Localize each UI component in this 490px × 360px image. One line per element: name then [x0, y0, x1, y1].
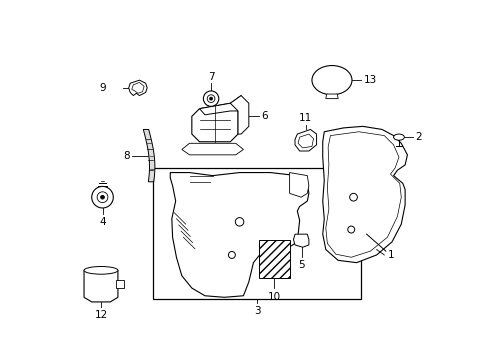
Text: 10: 10: [268, 292, 281, 302]
Bar: [117, 280, 124, 288]
Text: 7: 7: [208, 72, 215, 82]
Text: 2: 2: [415, 132, 422, 142]
Polygon shape: [326, 94, 338, 99]
Text: 9: 9: [100, 83, 106, 93]
Bar: [259, 239, 290, 278]
Circle shape: [210, 97, 213, 100]
Circle shape: [207, 95, 215, 103]
Polygon shape: [129, 80, 147, 95]
Circle shape: [350, 193, 357, 201]
Polygon shape: [84, 270, 118, 302]
Polygon shape: [298, 134, 314, 148]
Text: 6: 6: [261, 111, 268, 121]
Polygon shape: [326, 132, 401, 257]
Polygon shape: [295, 130, 317, 151]
Polygon shape: [143, 130, 155, 182]
Circle shape: [100, 195, 104, 199]
Text: 13: 13: [364, 75, 377, 85]
Polygon shape: [230, 95, 249, 134]
Bar: [153, 168, 361, 299]
Polygon shape: [182, 143, 244, 155]
Text: 8: 8: [123, 150, 129, 161]
Polygon shape: [199, 95, 241, 115]
Text: 5: 5: [298, 260, 305, 270]
Circle shape: [235, 217, 244, 226]
Circle shape: [203, 91, 219, 106]
Text: 12: 12: [95, 310, 108, 320]
Polygon shape: [171, 172, 309, 297]
Text: 11: 11: [299, 113, 313, 123]
Circle shape: [97, 192, 108, 203]
Polygon shape: [132, 82, 144, 93]
Polygon shape: [192, 103, 238, 142]
Ellipse shape: [84, 266, 118, 274]
Polygon shape: [323, 126, 408, 263]
Circle shape: [228, 252, 235, 258]
Ellipse shape: [393, 134, 404, 140]
Text: 3: 3: [254, 306, 261, 316]
Text: 4: 4: [99, 217, 106, 227]
Circle shape: [348, 226, 355, 233]
Polygon shape: [290, 172, 309, 197]
Ellipse shape: [312, 66, 352, 95]
Circle shape: [92, 186, 113, 208]
Text: 1: 1: [388, 250, 394, 260]
Polygon shape: [294, 234, 309, 247]
